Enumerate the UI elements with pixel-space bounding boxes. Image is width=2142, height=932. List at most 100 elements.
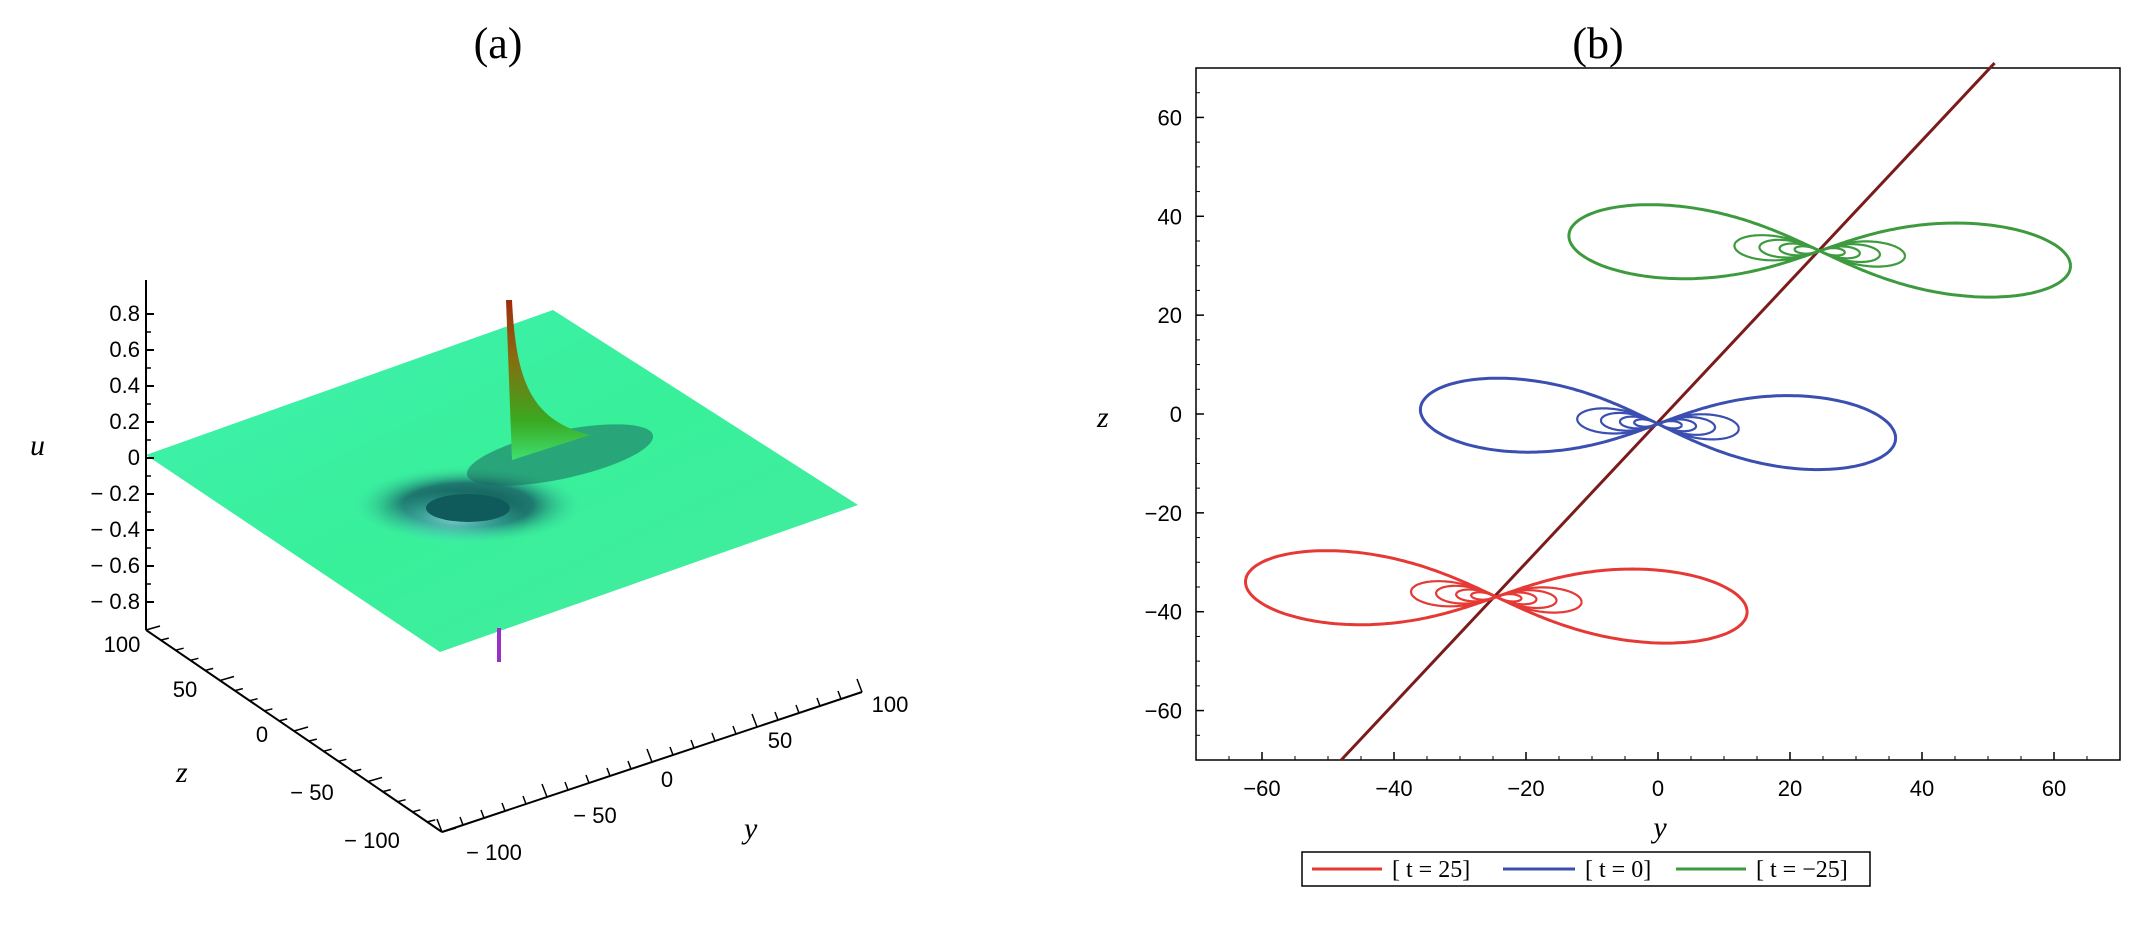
panel-b-xlabel: y <box>1650 811 1667 844</box>
z-tick-mark <box>367 776 383 783</box>
y-tick-label: −20 <box>1145 501 1182 526</box>
z-tick-mark <box>249 697 258 702</box>
z-axis-ticks: 100 50 0 − 50 − 100 <box>104 625 457 853</box>
y-tick-mark <box>459 816 464 826</box>
z-tick-mark <box>264 708 273 712</box>
y-tick-mark <box>522 795 527 805</box>
y-tick-label: − 100 <box>466 840 522 865</box>
z-tick-mark <box>279 718 288 722</box>
panel-b-ticks: −60 −40 −20 0 20 40 60 60 40 20 0 −20 −40 −60 <box>1145 67 2121 801</box>
u-tick-label: − 0.2 <box>90 481 140 506</box>
lemniscate-loop <box>1567 203 2072 299</box>
panel-b-ylabel: z <box>1096 401 1109 434</box>
z-tick-label: − 100 <box>344 828 400 853</box>
z-tick-mark <box>323 748 332 752</box>
y-tick-label: 40 <box>1158 204 1182 229</box>
lemniscate-series <box>1567 203 2072 299</box>
x-tick-label: 60 <box>2042 776 2066 801</box>
z-tick-label: 0 <box>256 722 268 747</box>
y-tick-mark <box>669 746 674 756</box>
x-tick-label: 0 <box>1652 776 1664 801</box>
plot-frame <box>1195 67 2121 761</box>
z-tick-mark <box>293 726 309 732</box>
y-tick-mark <box>774 711 779 721</box>
y-tick-label: −60 <box>1145 699 1182 724</box>
x-tick-label: −20 <box>1507 776 1544 801</box>
u-tick-label: − 0.8 <box>90 589 140 614</box>
y-tick-mark <box>856 678 863 693</box>
y-tick-label: − 50 <box>573 803 616 828</box>
legend: [ t = 25] [ t = 0] [ t = −25] <box>1301 851 1871 887</box>
u-tick-label: 0.8 <box>109 301 140 326</box>
z-tick-mark <box>338 758 347 763</box>
u-axis-label: u <box>30 429 45 462</box>
z-tick-mark <box>412 809 421 813</box>
y-axis-ticks: − 100 − 50 0 50 100 <box>436 678 909 865</box>
y-tick-mark <box>501 802 506 812</box>
z-tick-mark <box>382 788 391 793</box>
y-tick-mark <box>480 809 485 819</box>
y-tick-mark <box>816 697 821 707</box>
u-tick-label: 0.2 <box>109 409 140 434</box>
trajectory-line <box>1340 62 1996 762</box>
y-tick-label: 0 <box>1170 402 1182 427</box>
y-tick-label: −40 <box>1145 600 1182 625</box>
legend-label: [ t = −25] <box>1756 857 1848 883</box>
y-tick-mark <box>837 690 842 700</box>
surface-trough-core <box>426 494 510 522</box>
z-tick-label: 50 <box>173 677 197 702</box>
y-tick-mark <box>606 767 611 777</box>
panel-b-curves <box>1243 62 2072 762</box>
y-tick-mark <box>646 748 653 763</box>
lemniscate-series <box>1418 376 1898 472</box>
z-tick-mark <box>308 738 317 742</box>
legend-label: [ t = 0] <box>1585 857 1651 883</box>
z-tick-mark <box>219 675 235 682</box>
y-tick-mark <box>690 739 695 749</box>
y-tick-label: 50 <box>768 728 792 753</box>
z-tick-mark <box>160 637 169 641</box>
y-tick-mark <box>711 732 716 742</box>
z-axis-label: z <box>175 756 188 789</box>
x-tick-label: −40 <box>1375 776 1412 801</box>
y-tick-mark <box>564 781 569 791</box>
y-tick-mark <box>436 818 443 833</box>
panel-a: (a) 0.80.60.40.20− 0.2− 0.4− 0.6− 0.8 u … <box>30 19 908 865</box>
z-tick-mark <box>190 657 199 662</box>
lemniscate-loop <box>1793 245 1846 257</box>
z-tick-mark <box>353 768 362 773</box>
lemniscate-series <box>1243 549 1749 645</box>
y-tick-mark <box>751 713 758 728</box>
surface-peak <box>506 300 590 460</box>
u-tick-label: − 0.4 <box>90 517 140 542</box>
lemniscate-loop <box>1470 591 1523 603</box>
z-tick-mark <box>427 819 436 823</box>
panel-b: (b) −60 −40 −20 0 20 40 60 60 40 20 0 −20 −40 −60 z y… <box>1096 19 2121 887</box>
y-tick-mark <box>541 783 548 798</box>
z-tick-mark <box>397 798 406 803</box>
z-tick-label: − 50 <box>290 780 333 805</box>
x-tick-label: 20 <box>1778 776 1802 801</box>
z-tick-mark <box>175 647 184 651</box>
u-axis-ticks: 0.8 0.6 0.4 0.2 0 − 0.2 − 0.4 − 0.6 − 0.8 <box>90 301 154 614</box>
y-axis-label: y <box>741 812 758 845</box>
y-tick-mark <box>732 725 737 735</box>
x-tick-label: −60 <box>1243 776 1280 801</box>
u-tick-label: 0.4 <box>109 373 140 398</box>
z-tick-mark <box>234 687 243 692</box>
y-tick-mark <box>795 704 800 714</box>
y-tick-label: 60 <box>1158 105 1182 130</box>
z-tick-label: 100 <box>104 632 141 657</box>
y-tick-label: 20 <box>1158 303 1182 328</box>
z-tick-mark <box>205 667 214 672</box>
lemniscate-loop <box>1243 549 1749 645</box>
y-tick-label: 0 <box>661 767 673 792</box>
y-tick-label: 100 <box>872 692 909 717</box>
u-tick-label: 0.6 <box>109 337 140 362</box>
lemniscate-loop <box>1418 376 1898 472</box>
u-tick-label: − 0.6 <box>90 553 140 578</box>
legend-label: [ t = 25] <box>1392 857 1470 883</box>
panel-b-label: (b) <box>1572 19 1623 68</box>
surface-dark-ridge <box>466 424 654 486</box>
